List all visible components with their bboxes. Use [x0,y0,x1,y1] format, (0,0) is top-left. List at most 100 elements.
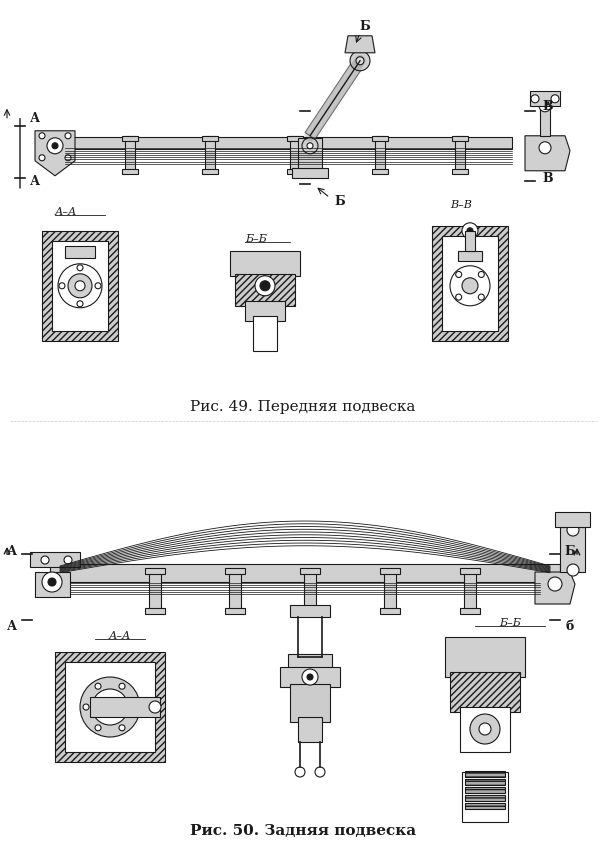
Circle shape [307,674,313,680]
Bar [145,568,165,574]
Circle shape [47,139,63,154]
Circle shape [39,134,45,140]
Polygon shape [445,637,525,677]
Text: А: А [7,619,17,632]
Circle shape [567,525,579,537]
Text: Б: Б [565,544,575,557]
Circle shape [302,139,318,154]
Bar [380,568,400,574]
Circle shape [41,556,49,564]
Bar [460,568,480,574]
Text: Б: Б [334,195,345,208]
Bar [42,232,118,342]
Bar [230,251,300,276]
Bar [149,570,161,610]
Circle shape [539,101,551,112]
Circle shape [92,689,128,725]
Bar [380,608,400,614]
Circle shape [104,701,116,713]
Bar [458,251,482,262]
Circle shape [95,284,101,290]
Circle shape [52,144,58,150]
Bar [280,667,340,688]
Bar [465,232,475,251]
Circle shape [75,281,85,291]
Bar [555,512,590,527]
Circle shape [255,276,275,296]
Bar [287,170,303,175]
Bar [290,684,330,722]
Circle shape [260,281,270,291]
Circle shape [450,267,490,307]
Bar [465,771,505,777]
Circle shape [356,58,364,66]
Circle shape [83,705,89,711]
Bar [245,302,285,321]
Bar [300,608,320,614]
Bar [235,274,295,307]
Circle shape [315,767,325,777]
Bar [452,136,468,141]
Polygon shape [345,37,375,54]
Bar [65,662,155,752]
Circle shape [307,144,313,150]
Bar [229,570,241,610]
Bar [460,707,510,752]
Text: Рис. 49. Передняя подвеска: Рис. 49. Передняя подвеска [191,400,416,413]
Circle shape [551,95,559,104]
Circle shape [65,156,71,162]
Bar [460,608,480,614]
Circle shape [302,669,318,685]
Polygon shape [535,573,575,604]
Circle shape [48,579,56,586]
Bar [384,570,396,610]
Bar [292,169,328,179]
Bar [55,653,165,762]
Polygon shape [525,136,570,171]
Text: А: А [30,112,40,125]
Circle shape [479,723,491,735]
Text: А: А [30,175,40,188]
Bar [225,608,245,614]
Circle shape [478,295,484,301]
Bar [90,697,160,717]
Text: В–В: В–В [450,199,472,210]
Bar [465,779,505,785]
Bar [202,136,218,141]
Bar [125,136,135,171]
Circle shape [65,134,71,140]
Circle shape [295,767,305,777]
Bar [530,92,560,106]
Bar [298,139,322,169]
Polygon shape [35,131,75,176]
Text: б: б [566,619,574,632]
Circle shape [531,95,539,104]
Circle shape [478,272,484,278]
Bar [455,136,465,171]
Bar [304,570,316,610]
Circle shape [539,142,551,154]
Circle shape [39,156,45,162]
Bar [465,795,505,801]
Bar [465,787,505,793]
Text: А: А [7,544,17,557]
Bar [375,136,385,171]
Text: Б–Б: Б–Б [499,618,521,627]
Bar [202,170,218,175]
Circle shape [77,266,83,272]
Text: Б: Б [359,20,370,33]
Bar [465,803,505,809]
Circle shape [119,683,125,689]
Circle shape [462,223,478,239]
Polygon shape [560,527,585,573]
Bar [225,568,245,574]
Circle shape [68,274,92,298]
Circle shape [64,556,72,564]
Circle shape [456,295,462,301]
Circle shape [548,578,562,591]
Circle shape [470,714,500,744]
Bar [55,138,512,150]
Circle shape [462,279,478,295]
Circle shape [58,264,102,308]
Circle shape [95,725,101,731]
